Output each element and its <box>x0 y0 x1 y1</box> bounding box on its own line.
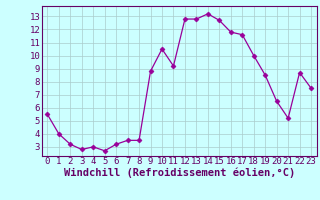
X-axis label: Windchill (Refroidissement éolien,°C): Windchill (Refroidissement éolien,°C) <box>64 168 295 178</box>
